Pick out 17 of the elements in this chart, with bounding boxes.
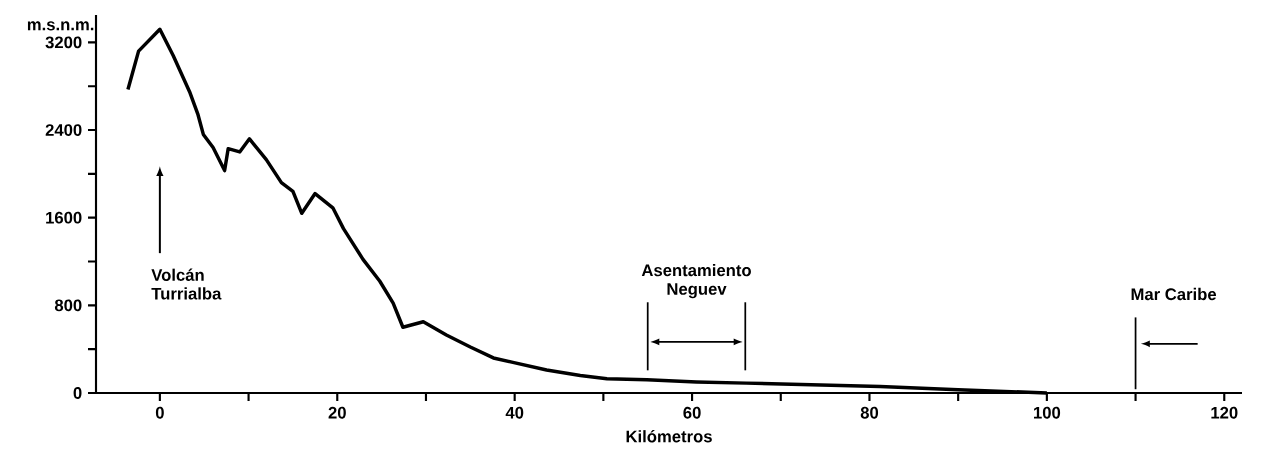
x-tick-label: 40 [505, 406, 524, 419]
y-tick-label: 2400 [45, 124, 82, 136]
ref-line-label: Mar Caribe [1131, 287, 1217, 301]
x-axis-title: Kilómetros [626, 429, 712, 443]
annotation: Volcán Turrialba [151, 268, 222, 300]
y-tick-label: 800 [54, 299, 82, 312]
y-tick-label: 3200 [45, 36, 82, 49]
x-tick-label: 0 [155, 406, 164, 419]
annotation: Asentamiento Neguev [641, 263, 751, 299]
x-tick-label: 60 [683, 406, 701, 419]
y-tick-label: 0 [73, 387, 82, 399]
x-tick-label: 20 [328, 406, 346, 419]
y-tick-label: 1600 [46, 211, 82, 224]
x-tick-label: 120 [1211, 406, 1238, 419]
y-axis-title: m.s.n.m. [27, 21, 94, 31]
x-tick-label: 100 [1034, 406, 1061, 419]
x-tick-label: 80 [860, 406, 879, 419]
